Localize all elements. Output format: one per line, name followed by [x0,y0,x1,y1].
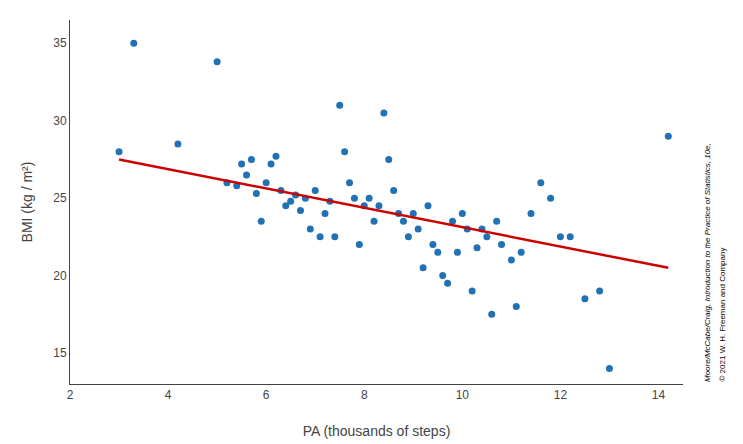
svg-text:© 2021 W. H. Freeman and Compa: © 2021 W. H. Freeman and Company [718,248,727,382]
svg-text:25: 25 [53,191,67,205]
svg-text:10: 10 [456,388,470,402]
svg-text:8: 8 [361,388,368,402]
svg-text:BMI (kg / m²): BMI (kg / m²) [19,162,35,243]
svg-text:20: 20 [53,269,67,283]
svg-text:Moore/McCabe/Craig, Introducti: Moore/McCabe/Craig, Introduction to the … [703,143,712,382]
svg-text:PA (thousands of steps): PA (thousands of steps) [303,423,451,439]
svg-text:2: 2 [67,388,74,402]
svg-text:30: 30 [53,114,67,128]
svg-text:4: 4 [165,388,172,402]
svg-text:12: 12 [554,388,568,402]
svg-text:6: 6 [263,388,270,402]
svg-text:35: 35 [53,36,67,50]
svg-text:14: 14 [652,388,666,402]
svg-text:15: 15 [53,346,67,360]
